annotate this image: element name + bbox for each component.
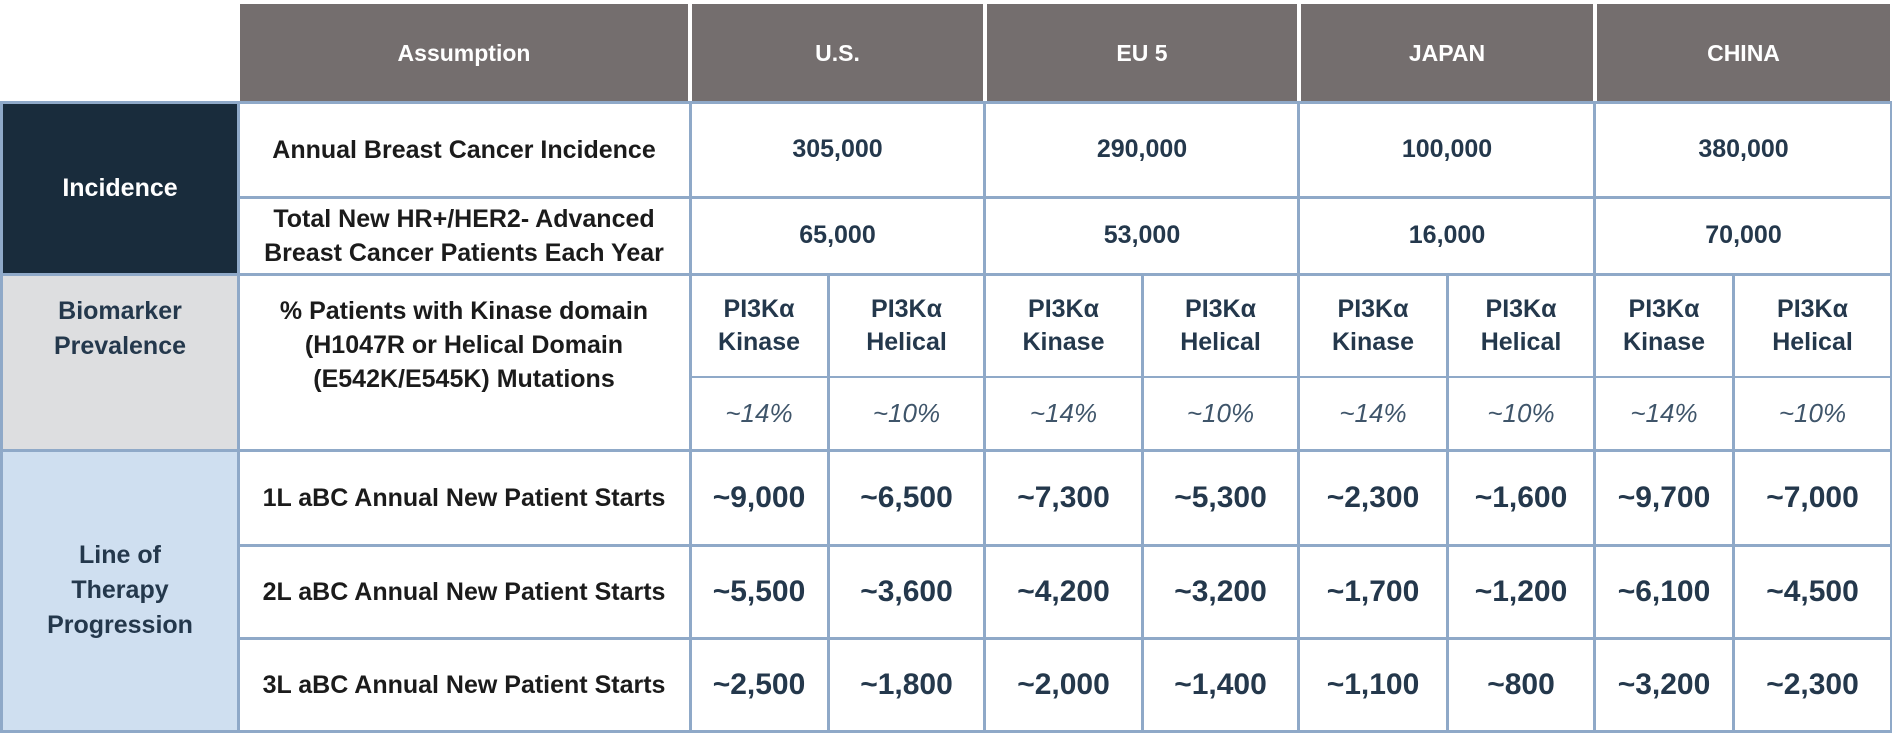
value-lot: ~6,100 [1617, 574, 1711, 608]
value-lot: ~1,800 [860, 667, 953, 701]
grid-row-line [0, 449, 238, 452]
value-lot: ~1,600 [1474, 480, 1568, 514]
mutation-label: PI3Kα Helical [866, 294, 947, 356]
mutation-label: PI3Kα Kinase [1022, 294, 1105, 356]
value-lot: ~2,300 [1766, 667, 1859, 701]
mutation-label: PI3Kα Helical [1772, 294, 1853, 356]
value-biomarker-pct: ~14% [725, 398, 793, 428]
grid-col-line [0, 102, 3, 731]
value-total-new: 65,000 [799, 221, 876, 249]
header-region: JAPAN [1301, 4, 1593, 102]
value-annual-incidence: 100,000 [1401, 135, 1493, 163]
value-biomarker-pct: ~10% [1487, 398, 1555, 428]
grid-subrow-line [690, 376, 1892, 378]
value-biomarker-pct: ~10% [1778, 398, 1847, 428]
header-region: U.S. [692, 4, 983, 102]
grid-col-line [983, 102, 986, 731]
grid-row-line [0, 273, 1892, 276]
row-label-total-new: Total New HR+/HER2- Advanced Breast Canc… [264, 204, 664, 267]
mutation-label: PI3Kα Helical [1180, 294, 1261, 356]
value-lot: ~6,500 [860, 480, 953, 514]
grid-row-line [238, 449, 1892, 452]
value-lot: ~800 [1487, 667, 1555, 701]
value-annual-incidence: 305,000 [792, 135, 883, 163]
value-lot: ~1,700 [1326, 574, 1420, 608]
grid-row-line [238, 637, 1892, 640]
value-lot: ~2,500 [712, 667, 806, 701]
row-label-biomarker: % Patients with Kinase domain (H1047R or… [279, 297, 649, 393]
value-biomarker-pct: ~14% [1630, 398, 1698, 428]
value-lot: ~2,300 [1326, 480, 1420, 514]
grid-col-line [689, 102, 692, 731]
value-lot: ~1,200 [1474, 574, 1568, 608]
value-lot: ~5,500 [712, 574, 806, 608]
header-region: EU 5 [987, 4, 1297, 102]
grid-top-border [0, 101, 1892, 104]
value-lot: ~9,000 [712, 480, 806, 514]
grid-row-line [238, 196, 1892, 199]
value-lot: ~9,700 [1617, 480, 1711, 514]
value-lot: ~3,200 [1174, 574, 1267, 608]
grid-col-line [1297, 102, 1300, 731]
row-label-lot: 1L aBC Annual New Patient Starts [262, 483, 666, 512]
grid-col-line [1593, 102, 1596, 731]
value-total-new: 53,000 [1103, 221, 1181, 249]
value-total-new: 16,000 [1408, 221, 1486, 249]
row-label-annual-incidence: Annual Breast Cancer Incidence [272, 135, 656, 164]
grid-subcol-line [1732, 274, 1735, 731]
value-biomarker-pct: ~10% [1186, 398, 1255, 428]
value-annual-incidence: 380,000 [1698, 135, 1789, 163]
category-line-of-therapy: Line of Therapy Progression [2, 450, 238, 731]
grid-col-line [237, 102, 240, 731]
mutation-label: PI3Kα Helical [1480, 294, 1562, 356]
value-lot: ~3,200 [1617, 667, 1711, 701]
grid-row-line [238, 544, 1892, 547]
grid-subcol-line [1446, 274, 1449, 731]
value-biomarker-pct: ~10% [872, 398, 941, 428]
mutation-label: PI3Kα Kinase [718, 294, 800, 356]
value-lot: ~3,600 [860, 574, 953, 608]
grid-col-line [1890, 102, 1892, 731]
value-lot: ~1,400 [1174, 667, 1267, 701]
header-assumption: Assumption [240, 4, 688, 102]
category-incidence: Incidence [2, 102, 238, 274]
row-label-lot: 2L aBC Annual New Patient Starts [262, 577, 666, 606]
value-total-new: 70,000 [1705, 221, 1782, 249]
value-biomarker-pct: ~14% [1339, 398, 1407, 428]
mutation-label: PI3Kα Kinase [1332, 294, 1414, 356]
value-lot: ~4,200 [1017, 574, 1110, 608]
value-annual-incidence: 290,000 [1096, 135, 1188, 163]
value-lot: ~4,500 [1766, 574, 1859, 608]
grid-bottom-border [0, 730, 1892, 733]
value-biomarker-pct: ~14% [1029, 398, 1098, 428]
grid-subcol-line [827, 274, 830, 731]
value-lot: ~1,100 [1326, 667, 1420, 701]
header-region: CHINA [1597, 4, 1890, 102]
value-lot: ~7,300 [1017, 480, 1110, 514]
row-label-lot: 3L aBC Annual New Patient Starts [262, 670, 666, 699]
value-lot: ~5,300 [1174, 480, 1267, 514]
category-biomarker: Biomarker Prevalence [2, 274, 238, 450]
mutation-label: PI3Kα Kinase [1623, 294, 1705, 356]
value-lot: ~2,000 [1017, 667, 1110, 701]
grid-subcol-line [1141, 274, 1144, 731]
value-lot: ~7,000 [1766, 480, 1859, 514]
